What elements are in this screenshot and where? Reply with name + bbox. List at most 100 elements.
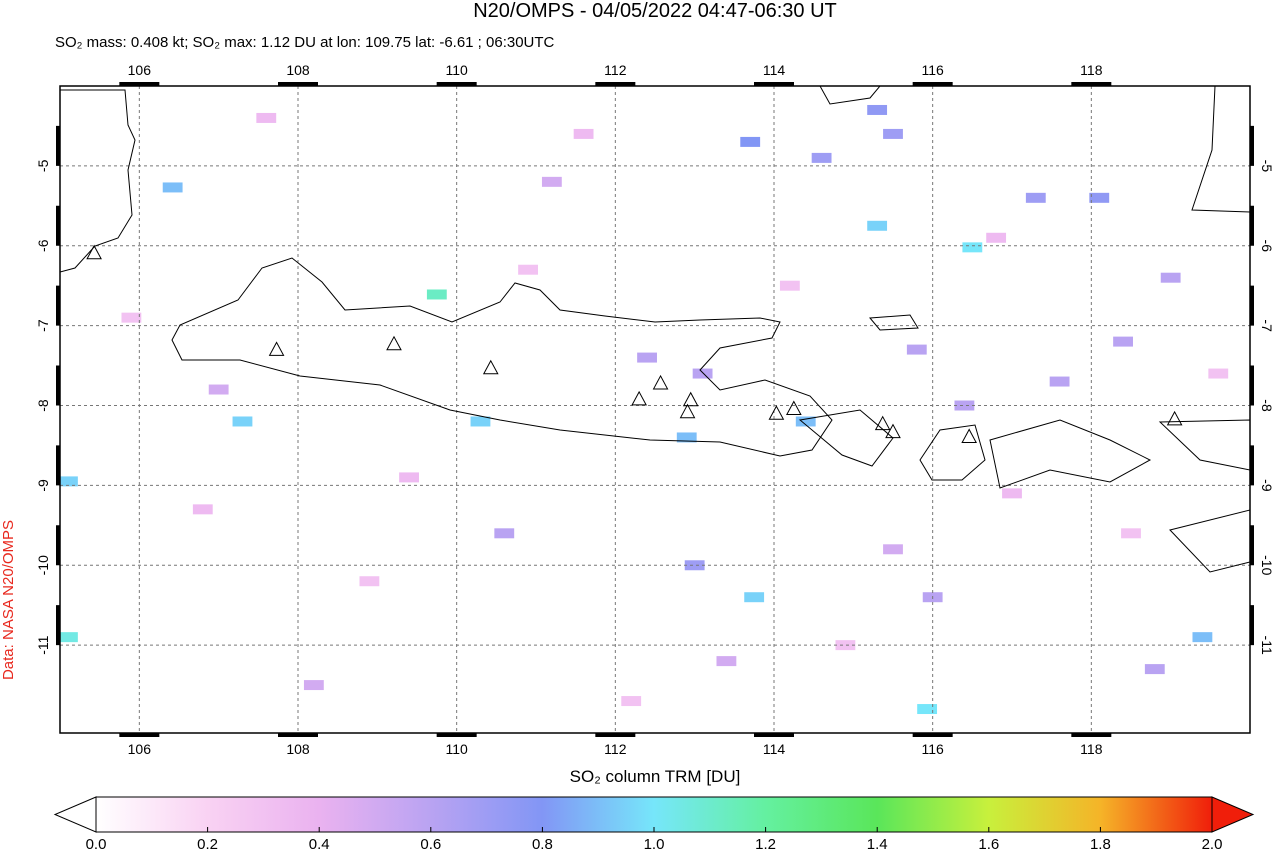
x-tick-label: 118: [1080, 741, 1103, 757]
so2-pixel: [1025, 192, 1046, 203]
so2-pixel: [883, 544, 903, 555]
tick-mark: [56, 125, 60, 166]
coastline: [819, 86, 881, 105]
so2-pixel: [692, 368, 713, 379]
so2-pixel: [954, 400, 975, 411]
y-tick-label: -8: [35, 399, 51, 412]
y-tick-label: -10: [35, 555, 51, 575]
so2-pixel: [883, 128, 903, 139]
tick-mark: [1250, 125, 1254, 166]
tick-mark: [912, 733, 953, 737]
tick-mark: [278, 82, 318, 86]
so2-pixel: [1002, 488, 1022, 499]
tick-mark: [56, 525, 60, 566]
so2-pixel: [637, 352, 657, 363]
so2-pixel: [716, 656, 737, 667]
tick-mark: [1250, 205, 1254, 246]
so2-pixel: [426, 289, 447, 300]
tick-mark: [56, 205, 60, 246]
x-tick-label: 118: [1080, 62, 1103, 78]
volcano: [961, 428, 977, 443]
colorbar-tick-label: 1.0: [644, 836, 665, 853]
tick-mark: [119, 82, 160, 86]
so2-pixel: [1049, 376, 1070, 387]
so2-pixel: [1121, 528, 1141, 539]
colorbar-tick-label: 1.4: [867, 836, 888, 853]
colorbar-tick-label: 1.2: [755, 836, 776, 853]
tick-mark: [1250, 525, 1254, 566]
tick-mark: [1250, 605, 1254, 646]
x-tick-label: 106: [128, 62, 152, 78]
colorbar: [95, 796, 1213, 833]
so2-pixel: [1208, 368, 1229, 379]
tick-mark: [56, 285, 60, 326]
coastline: [798, 409, 894, 467]
tick-mark: [1071, 82, 1112, 86]
so2-pixel: [1192, 632, 1213, 643]
so2-pixel: [867, 104, 888, 115]
so2-pixel: [541, 176, 562, 187]
volcano: [482, 359, 499, 375]
so2-pixel: [1089, 192, 1110, 203]
y-tick-label: -9: [1259, 479, 1272, 492]
so2-pixel: [60, 476, 78, 487]
so2-pixel: [162, 182, 183, 193]
y-tick-label: -11: [35, 635, 51, 654]
tick-mark: [56, 445, 60, 486]
so2-pixel: [192, 504, 213, 515]
y-tick-label: -10: [1259, 555, 1272, 575]
volcano: [386, 335, 402, 351]
tick-mark: [595, 733, 636, 737]
volcano: [679, 403, 696, 419]
coastline: [919, 424, 986, 481]
tick-mark: [754, 733, 794, 737]
x-tick-label: 116: [922, 741, 945, 757]
colorbar-tick-label: 0.0: [86, 836, 107, 853]
colorbar-extension: [1211, 796, 1255, 833]
so2-pixel: [811, 152, 832, 163]
map-frame: [59, 85, 1251, 734]
volcano: [768, 405, 785, 420]
so2-pixel: [740, 136, 761, 147]
colorbar-tick-label: 1.8: [1090, 836, 1111, 853]
tick-mark: [436, 733, 477, 737]
so2-pixel: [1160, 272, 1181, 283]
so2-pixel: [621, 696, 642, 707]
x-tick-label: 114: [763, 62, 786, 78]
tick-mark: [1250, 285, 1254, 326]
so2-pixel: [795, 416, 816, 427]
x-tick-label: 108: [286, 741, 310, 757]
y-tick-label: -8: [1259, 399, 1272, 412]
colorbar-tick-label: 0.6: [420, 836, 441, 853]
tick-mark: [278, 733, 318, 737]
colorbar-tick-label: 2.0: [1202, 836, 1223, 853]
volcano: [874, 415, 891, 431]
so2-pixel: [494, 528, 515, 539]
x-tick-label: 110: [446, 741, 469, 757]
x-tick-label: 110: [446, 62, 469, 78]
so2-pixel: [399, 472, 419, 483]
so2-pixel: [303, 680, 324, 691]
tick-mark: [119, 733, 160, 737]
x-tick-label: 106: [128, 741, 152, 757]
y-tick-label: -6: [35, 239, 51, 252]
tick-mark: [1250, 445, 1254, 486]
so2-pixel: [1113, 336, 1133, 347]
so2-pixel: [470, 416, 491, 427]
so2-pixel: [986, 232, 1007, 243]
tick-mark: [56, 605, 60, 646]
coastline: [989, 419, 1152, 489]
colorbar-label: SO₂ column TRM [DU]: [570, 767, 741, 786]
coastlines: [60, 86, 1250, 573]
y-tick-label: -7: [1259, 319, 1272, 332]
so2-pixel: [359, 576, 380, 587]
so2-pixel: [962, 242, 983, 253]
so2-pixel: [684, 560, 705, 571]
so2-pixel: [208, 384, 229, 395]
credit: Data: NASA N20/OMPS: [0, 520, 17, 680]
x-tick-label: 108: [286, 62, 310, 78]
colorbar-tick-label: 0.4: [309, 836, 330, 853]
so2-pixel: [779, 280, 800, 291]
